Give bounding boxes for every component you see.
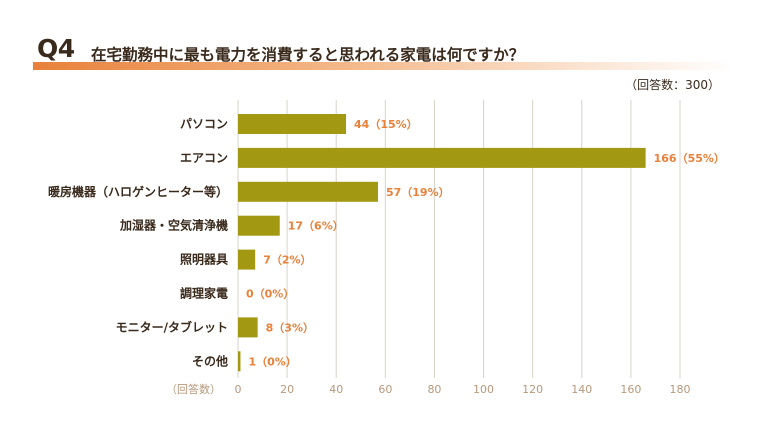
value-label-6: 8（3%）: [266, 321, 314, 334]
category-label-4: 照明器具: [180, 252, 228, 267]
x-tick-label-80: 80: [427, 383, 441, 396]
value-label-0: 44（15%）: [354, 118, 418, 131]
x-tick-label-0: 0: [235, 383, 242, 396]
x-tick-label-20: 20: [280, 383, 294, 396]
header-accent-band: [33, 62, 735, 70]
question-number: Q4: [37, 34, 75, 63]
value-label-1: 166（55%）: [654, 152, 725, 165]
bar-6: [238, 317, 258, 338]
bar-3: [238, 215, 280, 236]
respondent-count: （回答数：300）: [625, 78, 720, 92]
x-axis-title: （回答数）: [166, 382, 221, 396]
category-label-5: 調理家電: [180, 286, 228, 301]
value-label-3: 17（6%）: [288, 220, 344, 233]
category-label-1: エアコン: [180, 151, 228, 165]
value-label-7: 1（0%）: [248, 355, 296, 368]
x-tick-label-40: 40: [329, 383, 343, 396]
value-label-2: 57（19%）: [386, 186, 450, 199]
x-tick-label-160: 160: [620, 383, 641, 396]
chart-header: Q4 在宅勤務中に最も電力を消費すると思われる家電は何ですか？: [33, 34, 735, 72]
x-tick-label-120: 120: [522, 383, 543, 396]
value-label-5: 0（0%）: [246, 288, 294, 301]
category-label-0: パソコン: [180, 117, 228, 131]
bar-4: [238, 249, 256, 270]
bar-7: [238, 351, 241, 372]
x-tick-label-180: 180: [670, 383, 691, 396]
category-label-2: 暖房機器（ハロゲンヒーター等）: [48, 184, 228, 199]
bar-2: [238, 181, 378, 202]
question-title: 在宅勤務中に最も電力を消費すると思われる家電は何ですか？: [91, 46, 525, 64]
bar-0: [238, 114, 347, 134]
x-tick-label-140: 140: [571, 383, 592, 396]
x-tick-label-60: 60: [378, 383, 392, 396]
category-label-6: モニター/タブレット: [116, 319, 228, 334]
value-label-4: 7（2%）: [263, 254, 311, 267]
category-label-7: その他: [192, 353, 228, 368]
bar-1: [238, 147, 646, 168]
category-label-3: 加湿器・空気清浄機: [119, 218, 228, 233]
x-tick-label-100: 100: [473, 383, 494, 396]
